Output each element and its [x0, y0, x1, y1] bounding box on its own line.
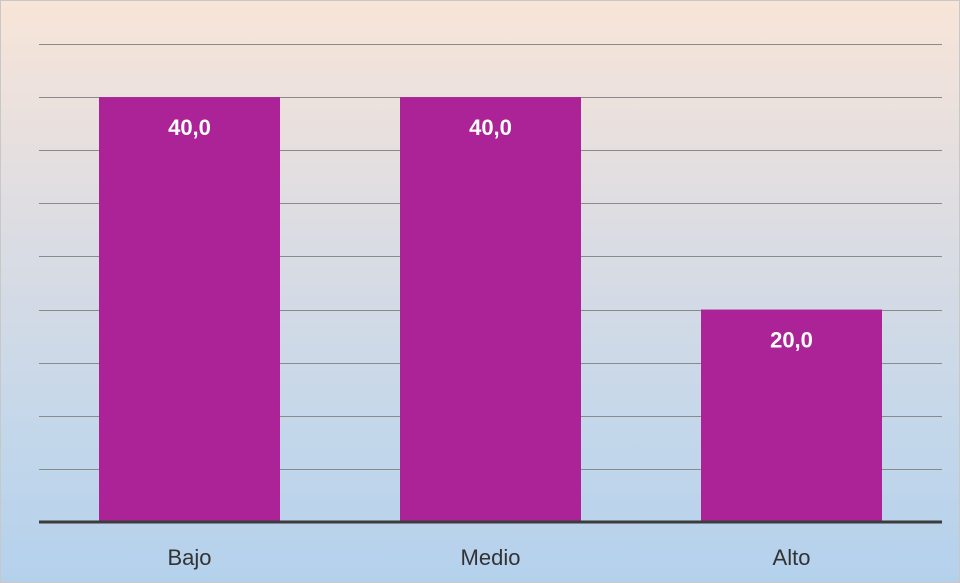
bar-alto: [701, 309, 882, 522]
data-label-medio: 40,0: [469, 115, 512, 140]
bars: [99, 97, 882, 522]
data-labels: 40,0 40,0 20,0: [168, 115, 813, 352]
bar-medio: [400, 97, 581, 522]
x-axis-tick-labels: Bajo Medio Alto: [167, 545, 810, 570]
data-label-alto: 20,0: [770, 328, 813, 353]
data-label-bajo: 40,0: [168, 115, 211, 140]
x-tick-label-medio: Medio: [461, 545, 521, 570]
x-tick-label-bajo: Bajo: [167, 545, 211, 570]
x-tick-label-alto: Alto: [773, 545, 811, 570]
bar-bajo: [99, 97, 280, 522]
